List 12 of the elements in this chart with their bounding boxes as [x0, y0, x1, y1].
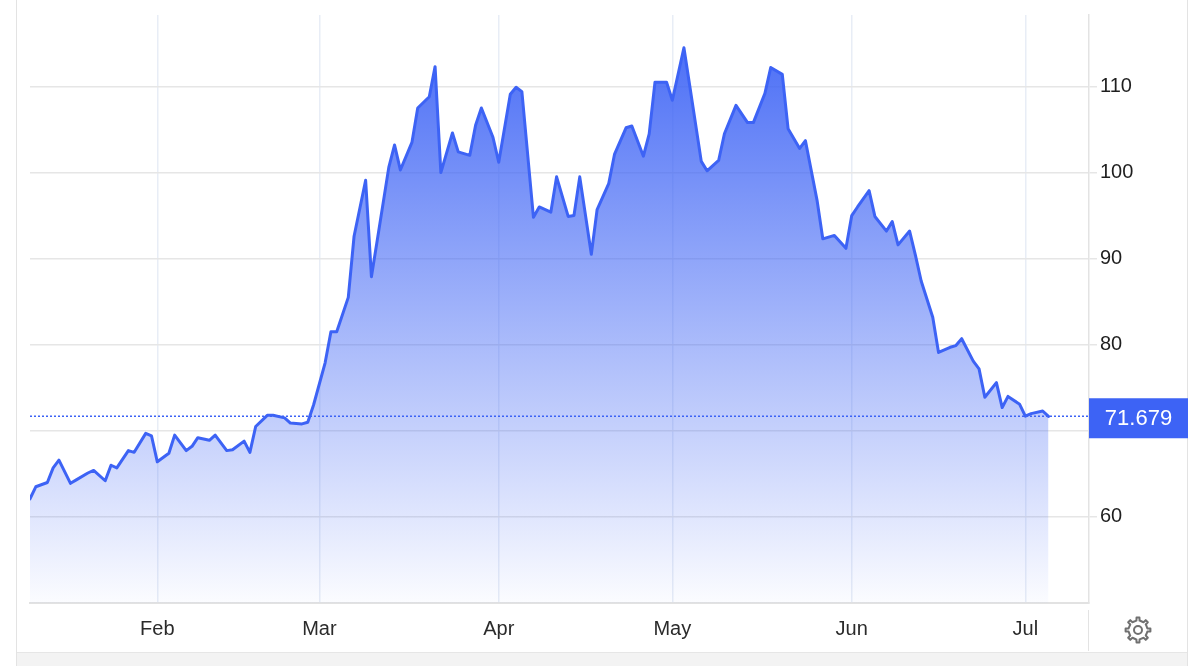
y-tick-label: 60: [1100, 504, 1123, 527]
x-tick-label: Mar: [302, 616, 337, 639]
x-tick-label: May: [653, 616, 692, 639]
y-tick-label: 110: [1100, 73, 1132, 96]
ref-line-label: 71.679: [1104, 405, 1173, 431]
y-tick-label: 80: [1100, 332, 1123, 355]
y-tick-label: 100: [1100, 160, 1134, 183]
x-tick-label: Jul: [1012, 616, 1039, 639]
y-tick-label: 90: [1100, 246, 1123, 269]
x-tick-label: Feb: [140, 616, 175, 639]
x-tick-label: Jun: [835, 616, 868, 639]
x-tick-label: Apr: [483, 616, 515, 639]
